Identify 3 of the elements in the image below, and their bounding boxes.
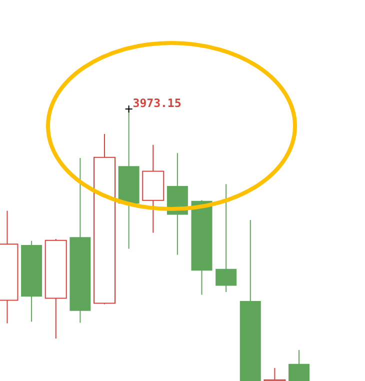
candlestick [288,349,310,381]
candlestick [216,184,237,293]
annotation: 3973.15 [132,96,182,110]
